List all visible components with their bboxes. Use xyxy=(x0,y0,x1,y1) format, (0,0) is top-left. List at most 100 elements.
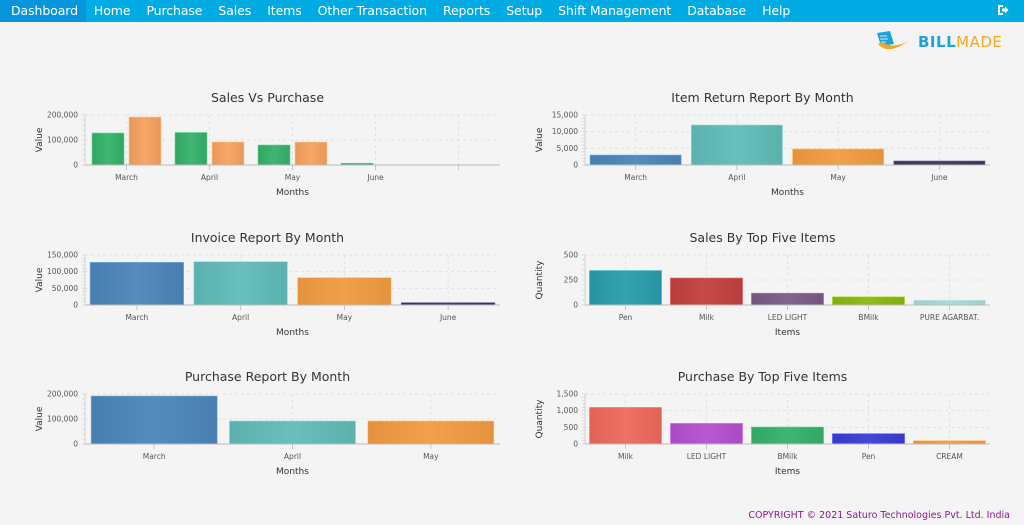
bar-june xyxy=(893,160,986,166)
logo-text: BILLMADE xyxy=(918,33,1003,51)
bar-may xyxy=(367,420,495,445)
bar-led-light xyxy=(670,423,743,445)
bar-march xyxy=(89,262,184,306)
x-axis-title: Items xyxy=(775,328,800,338)
y-tick-label: 0 xyxy=(573,440,578,449)
bar-april xyxy=(229,420,356,445)
x-tick-label: March xyxy=(624,173,647,182)
x-tick-label: BMilk xyxy=(858,313,879,322)
y-tick-label: 0 xyxy=(573,161,578,170)
x-tick-label: LED LIGHT xyxy=(687,452,727,461)
bar-march xyxy=(90,395,218,445)
x-tick-label: May xyxy=(830,173,846,182)
x-tick-label: April xyxy=(284,452,301,461)
y-tick-label: 1,000 xyxy=(557,406,579,415)
bar-milk xyxy=(589,407,662,445)
nav-purchase[interactable]: Purchase xyxy=(146,3,203,18)
nav-help[interactable]: Help xyxy=(762,3,791,18)
nav-database[interactable]: Database xyxy=(687,3,747,18)
nav-items[interactable]: Items xyxy=(267,3,302,18)
nav-shift-management[interactable]: Shift Management xyxy=(558,3,672,18)
y-tick-label: 50,000 xyxy=(52,284,78,293)
y-tick-label: 15,000 xyxy=(552,111,578,120)
y-tick-label: 500 xyxy=(564,251,579,260)
y-axis-title: Value xyxy=(35,267,45,292)
copyright-footer: COPYRIGHT © 2021 Saturo Technologies Pvt… xyxy=(748,510,1010,521)
nav-dashboard[interactable]: Dashboard xyxy=(0,0,86,22)
bar-purchase-march xyxy=(128,116,162,166)
y-axis-title: Quantity xyxy=(535,399,545,439)
bar-april xyxy=(690,124,783,166)
bar-purchase-april xyxy=(211,141,245,166)
x-tick-label: PURE AGARBAT. xyxy=(920,313,979,322)
x-tick-label: March xyxy=(115,173,138,182)
x-tick-label: March xyxy=(125,313,148,322)
x-axis-title: Items xyxy=(775,467,800,477)
x-axis-title: Months xyxy=(276,328,309,338)
x-tick-label: April xyxy=(232,313,249,322)
purchase-top-five-chart: 0 500 1,000 1,500 Milk LED LIGHT BMilk Pen CREAM… xyxy=(535,390,990,477)
y-tick-label: 0 xyxy=(73,440,78,449)
billmade-logo: BILLMADE xyxy=(874,30,1002,54)
x-tick-label: Pen xyxy=(619,313,633,322)
chart-title: Item Return Report By Month xyxy=(671,90,854,105)
y-tick-label: 150,000 xyxy=(47,251,78,260)
y-tick-label: 1,500 xyxy=(557,390,579,399)
x-tick-label: Pen xyxy=(862,452,876,461)
y-axis-title: Quantity xyxy=(535,260,545,300)
bar-sales-march xyxy=(91,132,125,166)
y-tick-label: 100,000 xyxy=(47,267,78,276)
top-navbar: Dashboard Home Purchase Sales Items Othe… xyxy=(0,0,1024,22)
bar-may xyxy=(297,277,392,306)
x-axis-title: Months xyxy=(276,188,309,198)
bar-may xyxy=(792,148,885,166)
bar-april xyxy=(193,261,288,306)
purchase-top-five-panel: Purchase By Top Five Items 0 500 1,000 1,50… xyxy=(525,369,1000,484)
invoice-report-chart: 0 50,000 100,000 150,000 March April May June Mo… xyxy=(35,251,500,338)
chart-title: Purchase By Top Five Items xyxy=(677,369,848,384)
x-axis-title: Months xyxy=(276,467,309,477)
x-tick-label: June xyxy=(439,313,457,322)
bar-march xyxy=(589,154,682,166)
x-tick-label: April xyxy=(728,173,745,182)
x-tick-label: CREAM xyxy=(936,452,963,461)
bar-sales-may xyxy=(257,144,291,166)
y-tick-label: 100,000 xyxy=(47,136,78,145)
x-tick-label: BMilk xyxy=(777,452,798,461)
sales-vs-purchase-panel: Sales Vs Purchase 0 100,000 200,000 March Ap… xyxy=(25,90,510,205)
y-tick-label: 0 xyxy=(73,161,78,170)
y-tick-label: 5,000 xyxy=(557,144,579,153)
x-tick-label: Milk xyxy=(699,313,715,322)
nav-sales[interactable]: Sales xyxy=(218,3,252,18)
bar-purchase-may xyxy=(294,141,328,166)
y-tick-label: 0 xyxy=(573,301,578,310)
nav-setup[interactable]: Setup xyxy=(506,3,543,18)
y-tick-label: 500 xyxy=(564,423,579,432)
sales-top-five-chart: 0 250 500 Pen Milk LED LIGHT BMilk PURE AGARBAT… xyxy=(535,251,990,338)
x-tick-label: LED LIGHT xyxy=(768,313,808,322)
item-return-chart: 0 5,000 10,000 15,000 March April May June Month… xyxy=(535,111,990,198)
y-axis-title: Value xyxy=(35,127,45,152)
x-tick-label: May xyxy=(285,173,301,182)
x-tick-label: Milk xyxy=(618,452,634,461)
nav-reports[interactable]: Reports xyxy=(442,3,491,18)
sign-out-icon[interactable] xyxy=(996,3,1010,17)
nav-other-transaction[interactable]: Other Transaction xyxy=(317,3,427,18)
purchase-report-panel: Purchase Report By Month 0 100,000 200,000… xyxy=(25,369,510,484)
chart-title: Sales By Top Five Items xyxy=(689,230,836,245)
chart-title: Invoice Report By Month xyxy=(190,230,345,245)
bar-led-light xyxy=(751,292,824,306)
y-tick-label: 200,000 xyxy=(47,390,78,399)
item-return-panel: Item Return Report By Month 0 5,000 10,000… xyxy=(525,90,1000,205)
chart-title: Purchase Report By Month xyxy=(184,369,351,384)
x-axis-title: Months xyxy=(771,188,804,198)
nav-home[interactable]: Home xyxy=(93,3,131,18)
bar-bmilk xyxy=(832,296,905,306)
purchase-report-chart: 0 100,000 200,000 March April May Months Value xyxy=(35,390,500,477)
y-tick-label: 100,000 xyxy=(47,415,78,424)
y-tick-label: 10,000 xyxy=(552,127,578,136)
y-tick-label: 0 xyxy=(73,301,78,310)
x-tick-label: June xyxy=(366,173,384,182)
logo-icon xyxy=(877,31,910,50)
bar-sales-april xyxy=(174,132,208,166)
